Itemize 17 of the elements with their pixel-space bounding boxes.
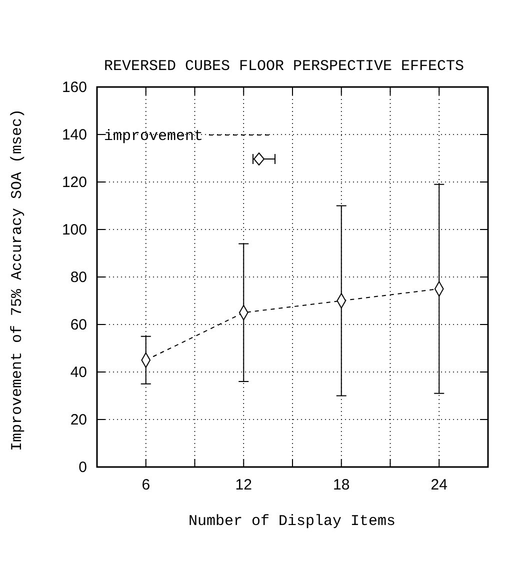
y-tick-label: 120 (62, 174, 87, 191)
x-axis-title: Number of Display Items (188, 513, 396, 530)
y-tick-label: 40 (70, 364, 87, 381)
y-tick-label: 100 (62, 221, 87, 238)
y-tick-label: 60 (70, 316, 87, 334)
legend-label: improvement (104, 128, 203, 145)
x-tick-label: 18 (333, 476, 350, 494)
y-tick-label: 80 (70, 268, 87, 286)
x-tick-label: 6 (142, 476, 150, 494)
y-tick-label: 0 (78, 458, 87, 476)
y-tick-label: 20 (70, 411, 87, 428)
y-axis-title: Improvement of 75% Accuracy SOA (msec) (9, 108, 26, 452)
y-tick-label: 160 (62, 78, 87, 96)
chart-title: REVERSED CUBES FLOOR PERSPECTIVE EFFECTS (104, 58, 464, 75)
x-tick-label: 12 (235, 476, 252, 494)
y-tick-label: 140 (62, 126, 87, 144)
x-tick-label: 24 (430, 476, 448, 494)
